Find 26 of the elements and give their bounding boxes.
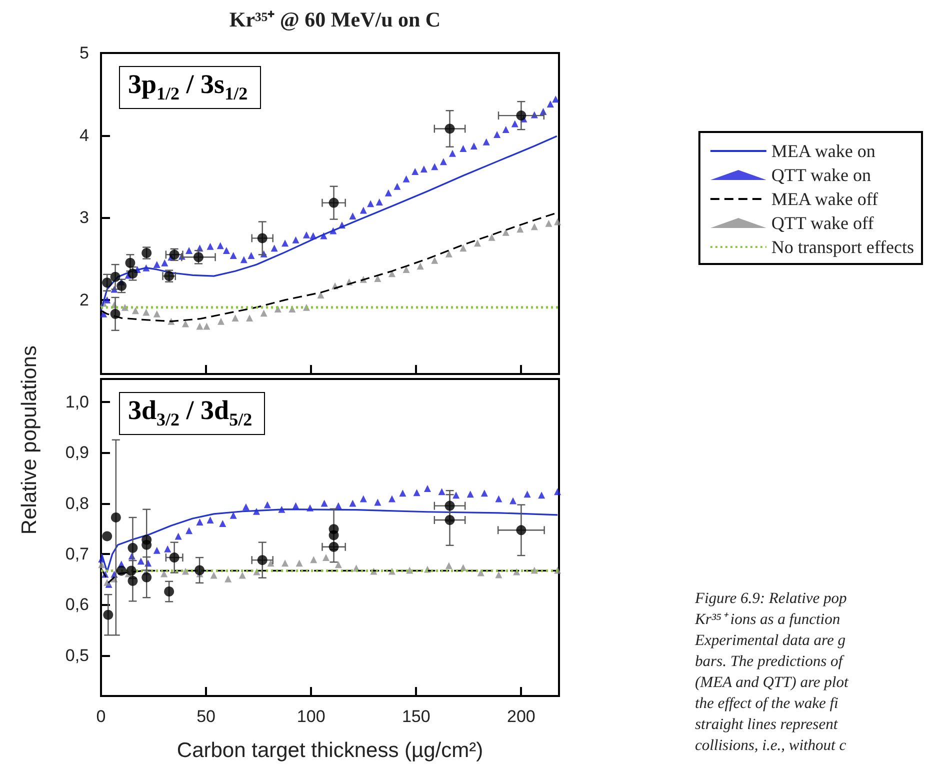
caption: Figure 6.9: Relative pop Kr³⁵⁺ ions as a function Experimental data are g bars. The predictions of (MEA and QTT) are plot the effect of the wake fi straight lines represent collisions, i.e., without c xyxy=(695,589,848,756)
legend-label: No transport effects xyxy=(771,237,914,257)
annotation: 3d$_{3/2}$ / 3d$_{5/2}$ xyxy=(119,392,266,436)
y-tick-label: 0,6 xyxy=(65,595,89,614)
y-tick-label: 3 xyxy=(80,208,89,228)
x-axis-title: Carbon target thickness (µg/cm²) xyxy=(176,739,484,762)
legend-label: QTT wake on xyxy=(771,165,872,185)
y-tick-label: 5 xyxy=(80,44,89,62)
y-tick-label: 0,5 xyxy=(65,646,89,665)
x-tick-label: 100 xyxy=(296,707,326,726)
y-tick-label: 1,0 xyxy=(65,392,89,412)
y-tick-label: 4 xyxy=(80,126,89,145)
x-tick-label: 50 xyxy=(196,707,216,726)
y-tick-label: 0,7 xyxy=(65,544,89,564)
y-tick-label: 2 xyxy=(80,290,89,310)
legend-label: QTT wake off xyxy=(771,213,874,233)
chart-title: Kr³⁵⁺ @ 60 MeV/u on C xyxy=(229,8,441,32)
x-tick-label: 0 xyxy=(96,707,106,726)
x-tick-label: 150 xyxy=(402,707,430,726)
y-axis-title: Relative populations xyxy=(18,345,42,535)
y-tick-label: 0,9 xyxy=(65,443,89,462)
legend-label: MEA wake on xyxy=(771,141,876,161)
x-tick-label: 200 xyxy=(506,707,536,726)
annotation: 3p$_{1/2}$ / 3s$_{1/2}$ xyxy=(119,66,261,110)
legend-label: MEA wake off xyxy=(771,189,878,209)
y-tick-label: 0,8 xyxy=(65,494,89,513)
